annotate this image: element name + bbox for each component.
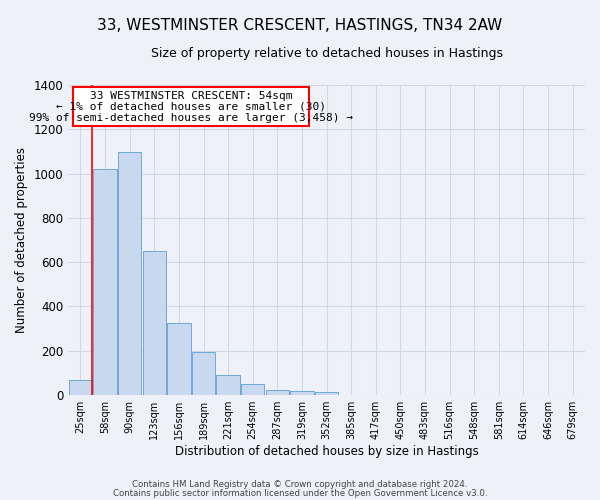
- Bar: [167, 323, 191, 394]
- Bar: [266, 390, 289, 394]
- Bar: [290, 392, 314, 394]
- Title: Size of property relative to detached houses in Hastings: Size of property relative to detached ho…: [151, 48, 503, 60]
- Text: 33 WESTMINSTER CRESCENT: 54sqm: 33 WESTMINSTER CRESCENT: 54sqm: [90, 91, 292, 101]
- X-axis label: Distribution of detached houses by size in Hastings: Distribution of detached houses by size …: [175, 444, 478, 458]
- Bar: [315, 392, 338, 394]
- Bar: [217, 375, 240, 394]
- Y-axis label: Number of detached properties: Number of detached properties: [15, 147, 28, 333]
- FancyBboxPatch shape: [73, 88, 310, 126]
- Bar: [143, 251, 166, 394]
- Text: 33, WESTMINSTER CRESCENT, HASTINGS, TN34 2AW: 33, WESTMINSTER CRESCENT, HASTINGS, TN34…: [97, 18, 503, 32]
- Bar: [241, 384, 265, 394]
- Text: 99% of semi-detached houses are larger (3,458) →: 99% of semi-detached houses are larger (…: [29, 112, 353, 122]
- Text: Contains public sector information licensed under the Open Government Licence v3: Contains public sector information licen…: [113, 489, 487, 498]
- Bar: [94, 170, 117, 394]
- Bar: [69, 380, 92, 394]
- Bar: [192, 352, 215, 395]
- Text: Contains HM Land Registry data © Crown copyright and database right 2024.: Contains HM Land Registry data © Crown c…: [132, 480, 468, 489]
- Text: ← 1% of detached houses are smaller (30): ← 1% of detached houses are smaller (30): [56, 102, 326, 112]
- Bar: [118, 152, 142, 394]
